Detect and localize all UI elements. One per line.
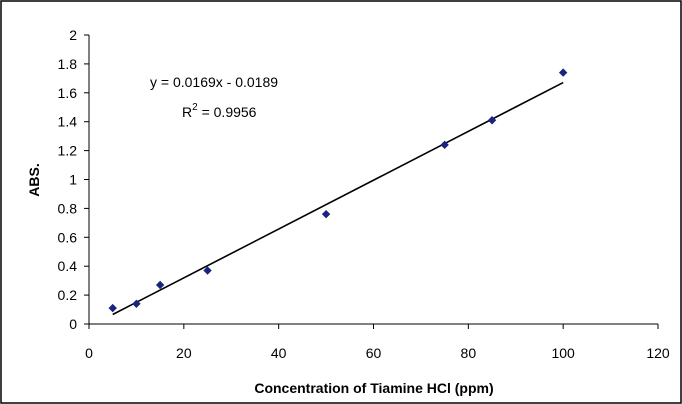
- x-tick-label: 20: [176, 345, 192, 361]
- y-tick-label: 1.2: [58, 143, 78, 159]
- y-tick-label: 0.2: [58, 287, 78, 303]
- x-tick-label: 80: [461, 345, 477, 361]
- x-tick-label: 0: [85, 345, 93, 361]
- x-axis-title: Concentration of Tiamine HCl (ppm): [254, 380, 493, 396]
- x-tick-label: 120: [646, 345, 670, 361]
- y-tick-label: 2: [69, 27, 77, 43]
- y-tick-label: 1.6: [58, 85, 78, 101]
- y-tick-label: 1: [69, 172, 77, 188]
- y-tick-label: 1.8: [58, 56, 78, 72]
- data-point: [321, 209, 331, 219]
- data-point: [108, 303, 117, 313]
- data-point: [558, 68, 568, 77]
- y-tick-label: 0.4: [58, 258, 78, 274]
- trendline-equation: y = 0.0169x - 0.0189: [150, 74, 278, 90]
- data-point: [203, 266, 212, 275]
- x-tick-label: 100: [551, 345, 575, 361]
- y-tick-label: 0.6: [58, 229, 78, 245]
- y-tick-label: 0: [69, 316, 77, 332]
- data-point: [487, 116, 497, 125]
- r-squared-label: R2 = 0.9956: [182, 102, 257, 120]
- x-tick-label: 60: [366, 345, 382, 361]
- data-point: [155, 280, 165, 290]
- y-tick-label: 0.8: [58, 200, 78, 216]
- y-axis-title: ABS.: [26, 163, 42, 196]
- y-tick-label: 1.4: [58, 114, 78, 130]
- data-point: [440, 140, 449, 150]
- plot-area: 00.20.40.60.811.21.41.61.820 20 40 60 80 100 1…: [58, 27, 670, 361]
- trendline: [112, 81, 564, 316]
- data-point: [132, 299, 141, 308]
- x-tick-label: 40: [271, 345, 287, 361]
